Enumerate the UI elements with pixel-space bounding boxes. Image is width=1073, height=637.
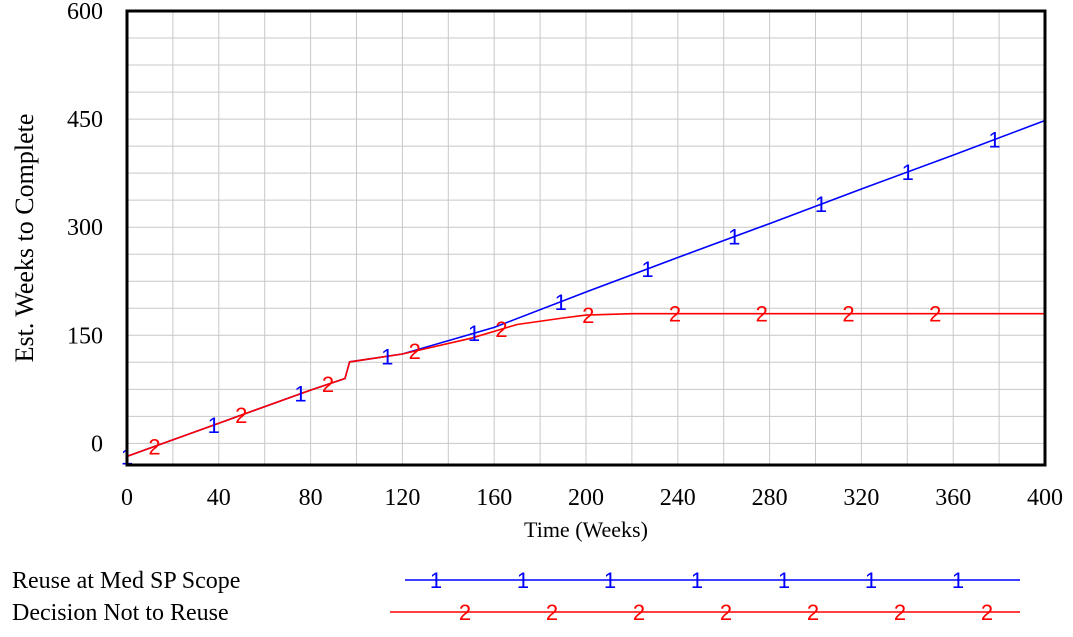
x-tick-label: 400 [1027,485,1063,511]
y-axis-title: Est. Weeks to Complete [10,114,39,363]
y-tick-label: 300 [67,215,103,241]
series-marker-2: 2 [929,302,941,327]
series-marker-1: 1 [988,128,1000,153]
series-marker-2: 2 [495,317,507,342]
legend-marker-2: 2 [981,600,993,625]
series-marker-1: 1 [381,344,393,369]
legend-marker-2: 2 [546,600,558,625]
series-marker-1: 1 [294,382,306,407]
x-tick-label: 160 [476,485,512,511]
series-marker-1: 1 [555,290,567,315]
y-tick-labels: 0 150 300 450 600 [67,0,103,457]
plot-frame [125,9,1047,467]
legend-marker-2: 2 [633,600,645,625]
legend-marker-2: 2 [894,600,906,625]
x-tick-label: 240 [660,485,696,511]
legend-marker-1: 1 [865,568,877,593]
series-marker-2: 2 [148,434,160,459]
y-tick-label: 600 [67,0,103,25]
legend-marker-1: 1 [604,568,616,593]
x-tick-labels: 0 40 80 120 160 200 240 280 320 360 400 [121,485,1063,511]
y-tick-label: 150 [67,323,103,349]
y-tick-label: 0 [91,431,103,457]
legend-label-1: Reuse at Med SP Scope [12,568,240,594]
legend-marker-2: 2 [720,600,732,625]
x-tick-label: 360 [935,485,971,511]
series-marker-2: 2 [669,302,681,327]
x-tick-label: 200 [568,485,604,511]
legend: Reuse at Med SP Scope 1 1 1 1 1 1 1 Decision Not… [12,568,1020,626]
series-marker-1: 1 [468,321,480,346]
x-tick-label: 320 [843,485,879,511]
legend-marker-1: 1 [517,568,529,593]
legend-marker-1: 1 [952,568,964,593]
series-marker-2: 2 [756,302,768,327]
legend-marker-2: 2 [807,600,819,625]
x-tick-label: 40 [207,485,231,511]
grid [127,11,1045,465]
series-marker-2: 2 [842,302,854,327]
x-tick-label: 120 [384,485,420,511]
x-tick-label: 280 [752,485,788,511]
x-axis-title: Time (Weeks) [524,517,648,542]
series-marker-2: 2 [235,403,247,428]
legend-marker-1: 1 [691,568,703,593]
series-line-2 [126,312,1045,458]
series-marker-2: 2 [582,303,594,328]
series-marker-1: 1 [641,257,653,282]
series-marker-1: 1 [902,160,914,185]
series-marker-2: 2 [409,339,421,364]
x-tick-label: 0 [121,485,133,511]
y-tick-label: 450 [67,107,103,133]
series-marker-1: 1 [815,192,827,217]
legend-marker-2: 2 [459,600,471,625]
series-lines [126,119,1046,458]
legend-label-2: Decision Not to Reuse [12,600,229,626]
legend-marker-1: 1 [778,568,790,593]
x-tick-label: 80 [299,485,323,511]
legend-marker-1: 1 [430,568,442,593]
series-marker-1: 1 [728,225,740,250]
series-marker-2: 2 [322,372,334,397]
series-marker-1: 1 [208,413,220,438]
